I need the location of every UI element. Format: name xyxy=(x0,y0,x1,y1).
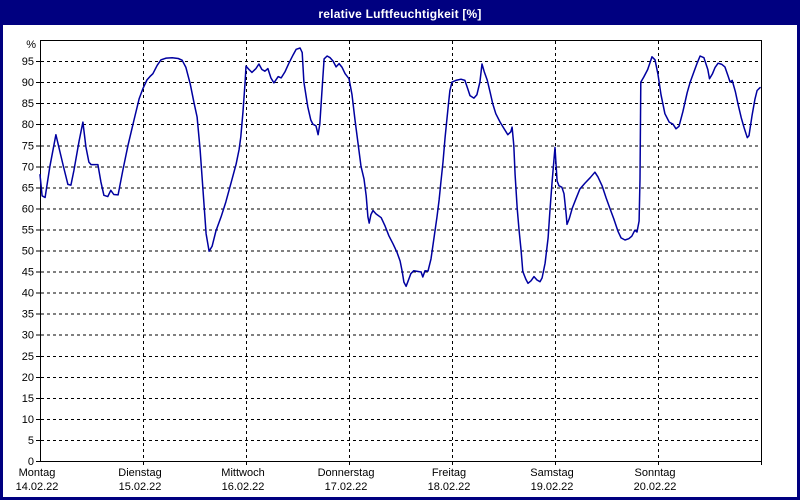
x-axis-label-donnerstag: Donnerstag 17.02.22 xyxy=(296,467,396,494)
day-name: Freitag xyxy=(431,467,467,479)
grid-horizontal xyxy=(41,61,760,441)
x-axis-label-freitag: Freitag 18.02.22 xyxy=(399,467,499,494)
y-tick-label: 20 xyxy=(22,372,34,384)
x-axis-ticks xyxy=(143,461,762,465)
y-tick-label: 85 xyxy=(22,98,34,110)
y-tick-label: 65 xyxy=(22,182,34,194)
day-name: Mittwoch xyxy=(221,467,265,479)
plot-frame xyxy=(40,40,762,462)
y-tick-label: 30 xyxy=(22,330,34,342)
y-tick-label: 0 xyxy=(28,456,34,468)
y-tick-label: 95 xyxy=(22,56,34,68)
humidity-chart: 0 5 10 15 20 25 30 35 40 45 50 55 60 65 70 75 80 85 90 95 xyxy=(22,40,762,468)
x-axis-label-samstag: Samstag 19.02.22 xyxy=(502,467,602,494)
y-tick-label: 10 xyxy=(22,414,34,426)
day-name: Montag xyxy=(18,467,56,479)
day-date: 20.02.22 xyxy=(633,481,677,493)
y-tick-label: 25 xyxy=(22,351,34,363)
y-tick-label: 80 xyxy=(22,119,34,131)
x-axis-label-dienstag: Dienstag 15.02.22 xyxy=(90,467,190,494)
day-date: 14.02.22 xyxy=(15,481,59,493)
day-date: 15.02.22 xyxy=(118,481,162,493)
window-title: relative Luftfeuchtigkeit [%] xyxy=(318,7,482,21)
day-date: 16.02.22 xyxy=(221,481,265,493)
grid-vertical xyxy=(143,41,659,460)
y-tick-label: 75 xyxy=(22,140,34,152)
x-axis-label-sonntag: Sonntag 20.02.22 xyxy=(605,467,705,494)
x-axis-label-mittwoch: Mittwoch 16.02.22 xyxy=(193,467,293,494)
y-tick-label: 60 xyxy=(22,203,34,215)
y-tick-label: 5 xyxy=(28,435,34,447)
x-axis-label-montag: Montag 14.02.22 xyxy=(3,467,87,494)
day-date: 19.02.22 xyxy=(530,481,574,493)
day-name: Dienstag xyxy=(118,467,162,479)
y-axis-ticks: 0 5 10 15 20 25 30 35 40 45 50 55 60 65 70 75 80 85 90 95 xyxy=(22,56,40,468)
day-name: Sonntag xyxy=(634,467,676,479)
day-name: Donnerstag xyxy=(317,467,375,479)
y-tick-label: 35 xyxy=(22,309,34,321)
day-date: 18.02.22 xyxy=(427,481,471,493)
y-tick-label: 90 xyxy=(22,77,34,89)
day-date: 17.02.22 xyxy=(324,481,368,493)
y-tick-label: 15 xyxy=(22,393,34,405)
title-bar: relative Luftfeuchtigkeit [%] xyxy=(3,3,797,25)
y-tick-label: 70 xyxy=(22,161,34,173)
y-tick-label: 40 xyxy=(22,288,34,300)
y-tick-label: 55 xyxy=(22,224,34,236)
y-tick-label: 45 xyxy=(22,267,34,279)
y-axis-unit-label: % xyxy=(26,39,36,51)
y-tick-label: 50 xyxy=(22,246,34,258)
day-name: Samstag xyxy=(530,467,574,479)
humidity-line xyxy=(39,47,761,288)
